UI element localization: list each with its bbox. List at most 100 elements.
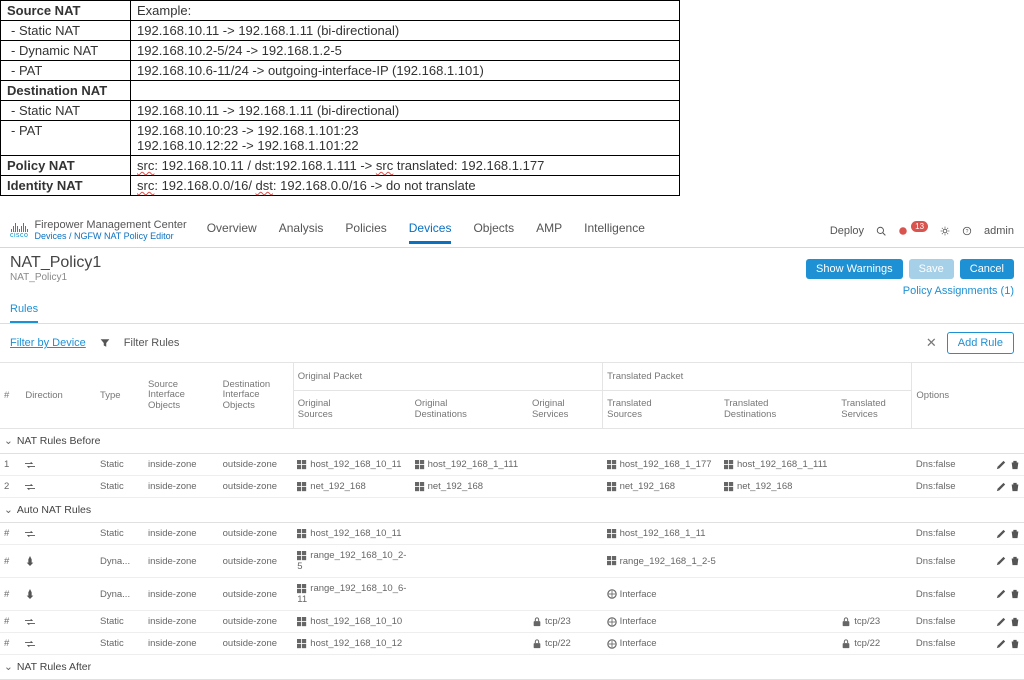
ref-value: 192.168.10.2-5/24 -> 192.168.1.2-5: [131, 41, 680, 61]
cell-dst-if: outside-zone: [219, 545, 294, 578]
cell-direction: [21, 476, 96, 498]
cell-dst-if: outside-zone: [219, 633, 294, 655]
tab-policies[interactable]: Policies: [345, 221, 386, 244]
table-row[interactable]: #Dyna...inside-zoneoutside-zonerange_192…: [0, 578, 1024, 611]
obj-icon: [297, 583, 307, 594]
col-group-original: Original Packet: [293, 363, 602, 391]
ref-label: Dynamic NAT: [1, 41, 131, 61]
cell-type: Static: [96, 476, 144, 498]
table-row[interactable]: #Dyna...inside-zoneoutside-zonerange_192…: [0, 545, 1024, 578]
col-options: Options: [912, 363, 976, 429]
tab-objects[interactable]: Objects: [473, 221, 514, 244]
cell-orig-src: host_192_168_10_11: [293, 454, 410, 476]
col-dst-if: DestinationInterface Objects: [219, 363, 294, 429]
edit-icon[interactable]: [996, 556, 1006, 567]
table-row[interactable]: 2Staticinside-zoneoutside-zonenet_192_16…: [0, 476, 1024, 498]
chevron-down-icon: ⌄: [4, 661, 13, 673]
cell-trans-dst: [720, 611, 837, 633]
cell-orig-dst: net_192_168: [411, 476, 528, 498]
cell-orig-svc: [528, 578, 603, 611]
cell-num: #: [0, 578, 21, 611]
table-row[interactable]: #Staticinside-zoneoutside-zonehost_192_1…: [0, 523, 1024, 545]
ref-label: Static NAT: [1, 21, 131, 41]
tab-devices[interactable]: Devices: [409, 221, 452, 244]
cell-trans-svc: [837, 523, 912, 545]
edit-icon[interactable]: [996, 459, 1006, 470]
obj-icon: [607, 528, 617, 539]
tab-overview[interactable]: Overview: [207, 221, 257, 244]
save-button[interactable]: Save: [909, 259, 954, 279]
table-row[interactable]: #Staticinside-zoneoutside-zonehost_192_1…: [0, 611, 1024, 633]
cell-trans-svc: [837, 476, 912, 498]
delete-icon[interactable]: [1010, 556, 1020, 567]
cell-orig-src: range_192_168_10_2-5: [293, 545, 410, 578]
cell-src-if: inside-zone: [144, 611, 219, 633]
tab-intelligence[interactable]: Intelligence: [584, 221, 645, 244]
cell-orig-svc: [528, 545, 603, 578]
tab-rules[interactable]: Rules: [10, 297, 38, 323]
cell-trans-svc: [837, 545, 912, 578]
edit-icon[interactable]: [996, 528, 1006, 539]
obj-icon: [297, 459, 307, 470]
delete-icon[interactable]: [1010, 589, 1020, 600]
group-header[interactable]: ⌄NAT Rules After: [0, 655, 1024, 680]
cell-trans-src: net_192_168: [603, 476, 720, 498]
cell-trans-dst: host_192_168_1_111: [720, 454, 837, 476]
cell-trans-src: Interface: [603, 611, 720, 633]
group-header[interactable]: ⌄NAT Rules Before: [0, 429, 1024, 454]
alert-icon[interactable]: 13: [898, 225, 928, 237]
filter-icon[interactable]: [100, 337, 110, 349]
ref-value: Example:: [131, 1, 680, 21]
cancel-button[interactable]: Cancel: [960, 259, 1014, 279]
tab-analysis[interactable]: Analysis: [279, 221, 324, 244]
delete-icon[interactable]: [1010, 481, 1020, 492]
cell-type: Dyna...: [96, 545, 144, 578]
show-warnings-button[interactable]: Show Warnings: [806, 259, 903, 279]
table-row[interactable]: 1Staticinside-zoneoutside-zonehost_192_1…: [0, 454, 1024, 476]
delete-icon[interactable]: [1010, 459, 1020, 470]
cell-options: Dns:false: [912, 523, 976, 545]
search-icon[interactable]: [876, 225, 886, 237]
cisco-logo: cisco: [10, 222, 28, 239]
brand-title: Firepower Management Center: [34, 220, 186, 232]
group-header[interactable]: ⌄Auto NAT Rules: [0, 498, 1024, 523]
cell-options: Dns:false: [912, 476, 976, 498]
brand-subtitle[interactable]: Devices / NGFW NAT Policy Editor: [34, 232, 186, 241]
delete-icon[interactable]: [1010, 616, 1020, 627]
cell-direction: [21, 523, 96, 545]
edit-icon[interactable]: [996, 589, 1006, 600]
tab-amp[interactable]: AMP: [536, 221, 562, 244]
add-rule-button[interactable]: Add Rule: [947, 332, 1014, 354]
filter-rules-label[interactable]: Filter Rules: [124, 337, 180, 349]
help-icon[interactable]: ?: [962, 225, 972, 237]
cell-trans-src: host_192_168_1_11: [603, 523, 720, 545]
close-icon[interactable]: ✕: [926, 335, 937, 351]
cell-orig-src: range_192_168_10_6-11: [293, 578, 410, 611]
user-label[interactable]: admin: [984, 225, 1014, 237]
table-row[interactable]: #Staticinside-zoneoutside-zonehost_192_1…: [0, 633, 1024, 655]
cell-orig-dst: [411, 545, 528, 578]
cell-options: Dns:false: [912, 545, 976, 578]
edit-icon[interactable]: [996, 638, 1006, 649]
edit-icon[interactable]: [996, 616, 1006, 627]
cell-trans-src: host_192_168_1_177: [603, 454, 720, 476]
col-direction: Direction: [21, 363, 96, 429]
obj-icon: [607, 459, 617, 470]
delete-icon[interactable]: [1010, 638, 1020, 649]
filter-by-device-link[interactable]: Filter by Device: [10, 337, 86, 349]
cell-type: Dyna...: [96, 578, 144, 611]
edit-icon[interactable]: [996, 481, 1006, 492]
ref-label: Static NAT: [1, 101, 131, 121]
obj-icon: [415, 459, 425, 470]
ref-label: Identity NAT: [1, 176, 131, 196]
gear-icon[interactable]: [940, 225, 950, 237]
ref-value: src: 192.168.10.11 / dst:192.168.1.111 -…: [131, 156, 680, 176]
ref-value: src: 192.168.0.0/16/ dst: 192.168.0.0/16…: [131, 176, 680, 196]
cell-orig-dst: [411, 578, 528, 611]
deploy-link[interactable]: Deploy: [830, 225, 864, 237]
delete-icon[interactable]: [1010, 528, 1020, 539]
cell-orig-svc: tcp/22: [528, 633, 603, 655]
col-orig-svc: OriginalServices: [528, 391, 603, 429]
policy-assignments-link[interactable]: Policy Assignments (1): [903, 285, 1014, 297]
col-type: Type: [96, 363, 144, 429]
